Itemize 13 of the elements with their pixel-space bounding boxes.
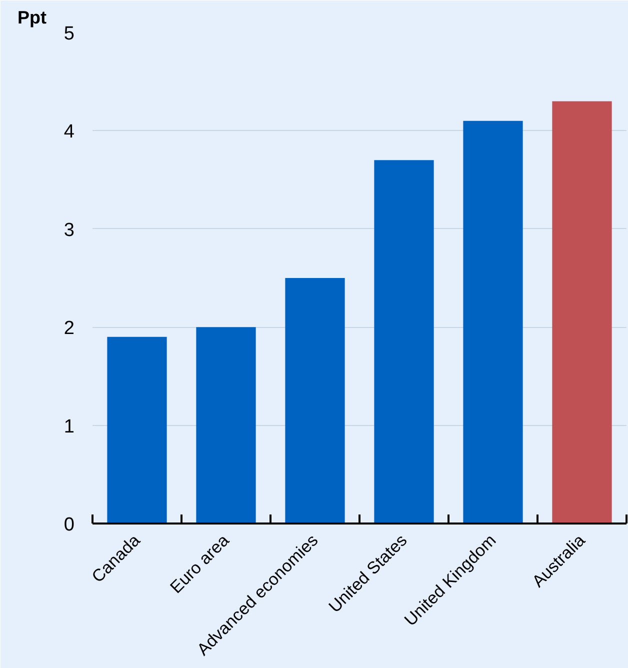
y-axis-title: Ppt <box>18 8 46 28</box>
y-tick-label: 4 <box>64 122 75 143</box>
y-tick-label: 5 <box>64 24 75 44</box>
y-tick-label: 3 <box>64 220 75 241</box>
y-tick-label: 1 <box>64 416 75 438</box>
y-tick-label: 0 <box>64 514 75 536</box>
bar <box>107 336 167 524</box>
y-tick-label: 2 <box>64 318 75 340</box>
bar <box>285 278 345 524</box>
bar <box>374 160 434 524</box>
bar <box>196 327 256 524</box>
bar <box>463 120 523 524</box>
bar <box>552 101 612 524</box>
